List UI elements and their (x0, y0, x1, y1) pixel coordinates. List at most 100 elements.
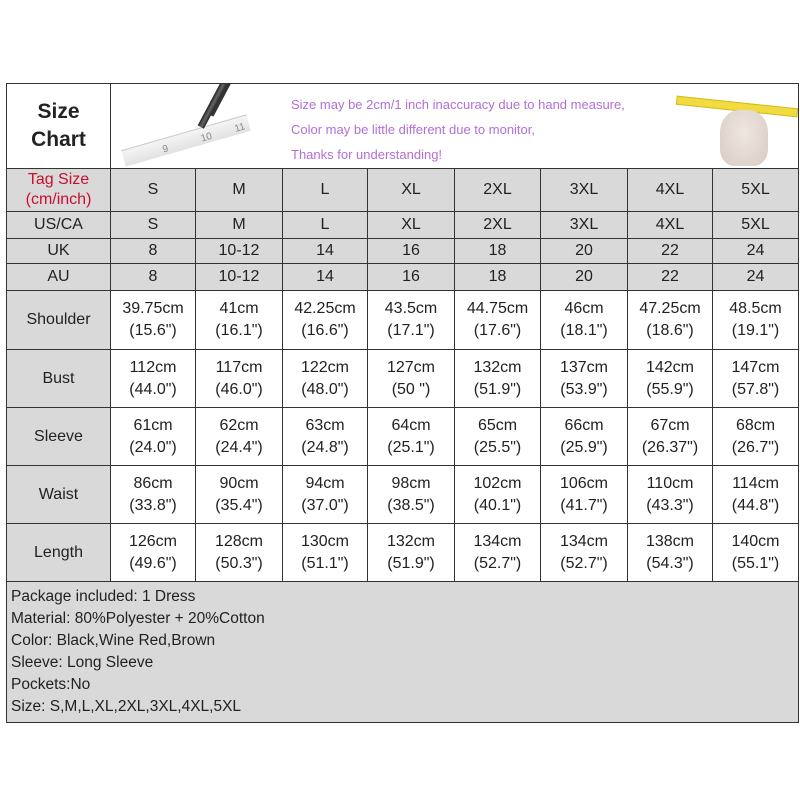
measure-cell-text: (52.7") (473, 554, 522, 572)
size-cell-text: S (147, 216, 159, 233)
measure-cell: 147cm (57.8") (712, 349, 799, 408)
measure-cell: 68cm (26.7") (712, 407, 799, 466)
title-line-2: Chart (31, 128, 86, 151)
size-cell: 20 (540, 263, 628, 291)
size-cell: 14 (282, 263, 368, 291)
size-cell-text: 5XL (741, 216, 770, 233)
measure-cell-text: 106cm (559, 474, 609, 492)
measure-cell: 110cm (43.3") (627, 465, 713, 524)
size-cell-text: 22 (661, 242, 679, 259)
size-cell: 8 (110, 238, 196, 264)
measure-cell: 65cm (25.5") (454, 407, 541, 466)
size-cell-text: 24 (746, 242, 765, 259)
measure-cell-text: (18.6") (646, 322, 694, 339)
measure-cell-text: 128cm (214, 532, 264, 550)
measure-cell: 117cm (46.0") (195, 349, 283, 408)
tag-size-cell: S (110, 168, 196, 212)
tag-size-label-text: (cm/inch) (25, 191, 92, 208)
measure-cell-text: (26.37") (641, 438, 699, 456)
size-cell: 8 (110, 263, 196, 291)
measure-cell: 41cm (16.1") (195, 290, 283, 350)
measure-cell-text: 134cm (473, 532, 522, 550)
measure-cell: 90cm (35.4") (195, 465, 283, 524)
tag-size-cell: L (282, 168, 368, 212)
notice-line: Size may be 2cm/1 inch inaccuracy due to… (291, 97, 625, 112)
size-cell: 2XL (454, 211, 541, 239)
measure-cell: 134cm (52.7") (454, 523, 541, 582)
measure-cell-text: 47.25cm (639, 300, 701, 317)
size-cell: 4XL (627, 211, 713, 239)
size-cell-text: M (232, 216, 246, 233)
measure-cell-text: (48.0") (301, 380, 349, 398)
measure-cell: 132cm (51.9") (367, 523, 455, 582)
measure-cell: 86cm (33.8") (110, 465, 196, 524)
measure-cell: 140cm (55.1") (712, 523, 799, 582)
measure-cell-text: 112cm (129, 358, 177, 376)
size-cell-text: 14 (316, 242, 334, 259)
measure-cell: 98cm (38.5") (367, 465, 455, 524)
size-cell-text: XL (401, 216, 421, 233)
measure-cell-text: 63cm (305, 416, 345, 434)
measure-cell-text: 102cm (473, 474, 522, 492)
ruler-mark: 9 (161, 143, 170, 156)
tag-size-cell: 5XL (712, 168, 799, 212)
measure-cell-text: (41.7") (560, 496, 608, 514)
measure-cell-text: 62cm (219, 416, 259, 434)
measure-cell: 61cm (24.0") (110, 407, 196, 466)
measure-cell: 39.75cm (15.6") (110, 290, 196, 350)
size-cell-text: L (320, 216, 330, 233)
measure-cell-text: 122cm (300, 358, 350, 376)
measure-cell-text: (15.6") (129, 322, 177, 339)
measure-cell-text: (38.5") (387, 496, 435, 514)
measure-cell: 114cm (44.8") (712, 465, 799, 524)
tag-size-row: Tag Size (cm/inch) S M L XL 2XL 3XL 4XL 5XL (6, 168, 799, 212)
tag-size-cell: 4XL (627, 168, 713, 212)
measure-cell-text: (25.1") (387, 438, 435, 456)
measure-cell-text: (35.4") (215, 496, 263, 514)
measure-cell-text: 42.25cm (294, 300, 356, 317)
hand-icon (720, 110, 768, 166)
measure-cell-text: 140cm (731, 532, 780, 550)
measure-cell: 122cm (48.0") (282, 349, 368, 408)
size-cell: 16 (367, 263, 455, 291)
size-chart-table: Size Chart 9 10 11 Size may be 2cm/1 inc… (6, 83, 799, 723)
header-row: Size Chart 9 10 11 Size may be 2cm/1 inc… (6, 83, 799, 169)
measure-cell: 138cm (54.3") (627, 523, 713, 582)
measure-cell: 42.25cm (16.6") (282, 290, 368, 350)
measure-cell: 64cm (25.1") (367, 407, 455, 466)
size-cell: 18 (454, 263, 541, 291)
measure-cell-text: (17.1") (387, 322, 435, 339)
measure-label-text: Bust (42, 369, 75, 387)
measure-cell-text: (17.6") (473, 322, 522, 339)
size-cell-text: 18 (488, 268, 507, 285)
measure-cell: 43.5cm (17.1") (367, 290, 455, 350)
size-cell-text: 22 (661, 268, 679, 285)
size-cell: 24 (712, 263, 799, 291)
measure-row-shoulder: Shoulder 39.75cm (15.6") 41cm (16.1") 42.25cm… (6, 290, 799, 350)
measure-cell-text: 147cm (731, 358, 780, 376)
info-line: Package included: 1 Dress (11, 588, 196, 605)
size-cell-text: 20 (575, 242, 593, 259)
measure-cell-text: 61cm (133, 416, 173, 434)
measure-cell: 48.5cm (19.1") (712, 290, 799, 350)
size-cell-text: 3XL (569, 216, 599, 233)
measure-label-text: Waist (38, 485, 79, 503)
size-row-label-text: UK (47, 242, 70, 259)
measure-cell: 106cm (41.7") (540, 465, 628, 524)
info-line: Material: 80%Polyester + 20%Cotton (11, 610, 265, 627)
tag-size-cell-text: XL (401, 181, 421, 198)
measure-cell-text: (44.8") (731, 496, 780, 514)
measure-cell-text: (43.3") (646, 496, 694, 514)
tag-size-cell: 2XL (454, 168, 541, 212)
measure-cell-text: (51.1") (301, 554, 349, 572)
measure-label-text: Length (34, 543, 83, 561)
measure-cell-text: (54.3") (646, 554, 694, 572)
measure-cell-text: 137cm (559, 358, 609, 376)
size-cell: M (195, 211, 283, 239)
product-info: Package included: 1 Dress Material: 80%Po… (6, 581, 799, 723)
size-cell-text: 10-12 (218, 268, 260, 285)
measure-cell: 134cm (52.7") (540, 523, 628, 582)
measure-cell-text: 48.5cm (729, 300, 782, 317)
measure-cell-text: (18.1") (560, 322, 608, 339)
size-cell: 22 (627, 238, 713, 264)
